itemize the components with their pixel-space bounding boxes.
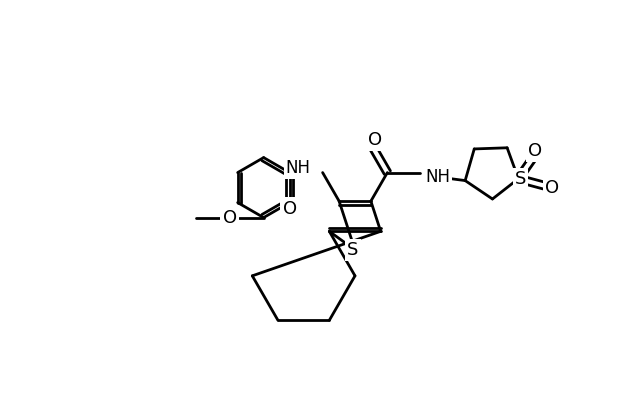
Text: O: O xyxy=(529,142,543,160)
Text: S: S xyxy=(515,170,526,188)
Text: O: O xyxy=(283,200,297,217)
Text: NH: NH xyxy=(285,159,310,177)
Text: O: O xyxy=(545,179,559,197)
Text: O: O xyxy=(368,131,383,149)
Text: NH: NH xyxy=(426,168,451,186)
Text: O: O xyxy=(223,208,237,226)
Text: S: S xyxy=(348,241,358,259)
